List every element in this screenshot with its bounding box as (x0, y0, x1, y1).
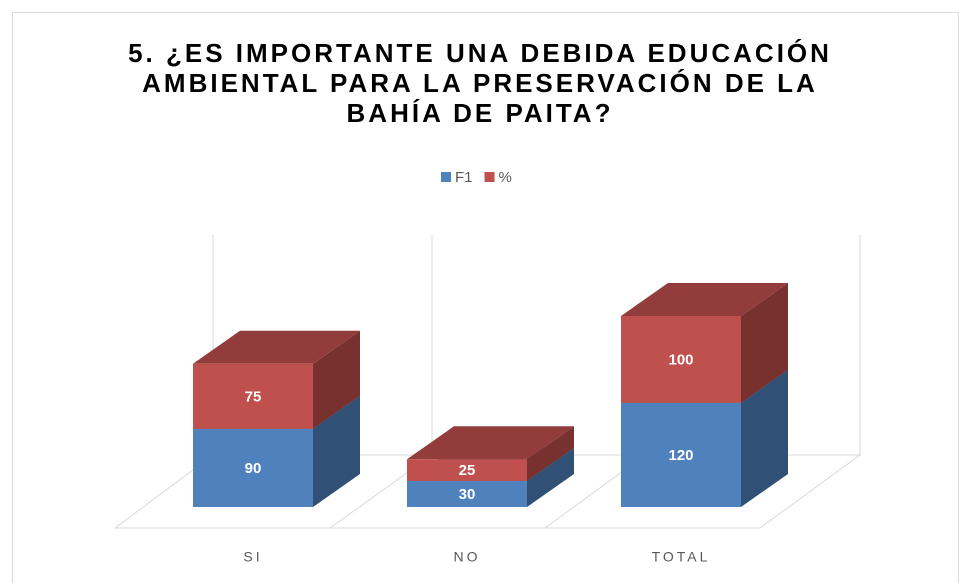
chart-title: 5. ¿ES IMPORTANTE UNA DEBIDA EDUCACIÓN A… (128, 38, 832, 128)
bar-top (193, 330, 360, 364)
data-label: 90 (245, 460, 262, 477)
bar (193, 428, 313, 507)
x-tick-label: NO (454, 549, 481, 565)
bar-side (313, 395, 360, 507)
plot-frame (113, 235, 862, 529)
bar-side (527, 447, 574, 507)
x-tick-label: TOTAL (652, 549, 711, 565)
legend-label: F1 (455, 169, 473, 186)
bar-side (313, 330, 360, 429)
data-label: 120 (668, 447, 693, 464)
x-tick-label: SI (243, 549, 262, 565)
legend-label: % (499, 169, 512, 186)
bar (193, 363, 313, 429)
data-label: 30 (459, 486, 476, 503)
bar-top (621, 283, 788, 316)
bar (621, 402, 741, 507)
bar-side (527, 426, 574, 481)
data-label: 25 (459, 462, 476, 479)
bar (407, 480, 527, 507)
bar-side (741, 369, 788, 507)
data-label: 75 (245, 388, 262, 405)
data-label: 100 (668, 351, 693, 368)
bar (621, 316, 741, 403)
legend-swatch (441, 172, 451, 182)
bar-top (407, 426, 574, 460)
bar (407, 459, 527, 481)
bar-side (741, 283, 788, 403)
legend-swatch (484, 172, 495, 182)
